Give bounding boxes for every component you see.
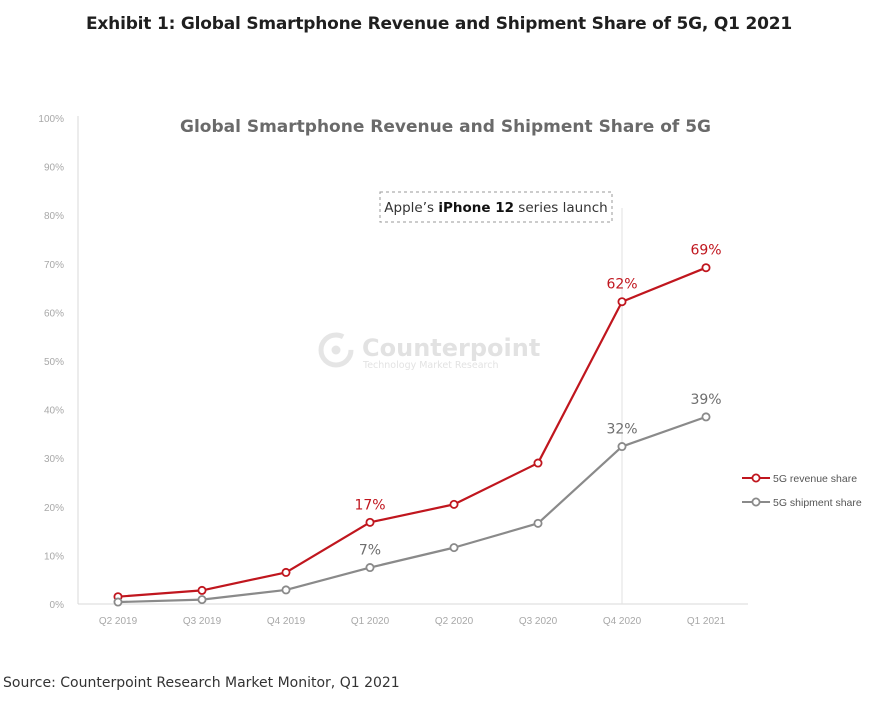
series-line-5g-revenue-share [117,266,707,598]
y-tick-label: 30% [44,454,64,465]
data-point-5g-revenue-share [701,263,711,273]
y-tick-label: 90% [44,163,64,174]
legend-marker-5g-shipment-share [751,497,761,507]
data-label-5g-revenue-share: 69% [690,243,721,259]
data-label-5g-shipment-share: 7% [359,543,381,559]
data-point-5g-revenue-share [533,458,543,468]
watermark: Counterpoint Technology Market Research [318,332,540,371]
legend: 5G revenue share 5G shipment share [742,473,862,509]
data-point-5g-shipment-share [365,563,375,573]
watermark-name: Counterpoint [362,334,540,362]
exhibit-title: Exhibit 1: Global Smartphone Revenue and… [86,14,792,34]
data-point-5g-shipment-share [197,595,207,605]
x-tick-label: Q1 2020 [351,616,390,627]
legend-marker-5g-revenue-share [751,473,761,483]
y-tick-label: 70% [44,260,64,271]
y-tick-label: 80% [44,211,64,222]
data-point-5g-shipment-share [449,543,459,553]
data-point-5g-revenue-share [197,585,207,595]
data-label-5g-revenue-share: 62% [606,277,637,293]
legend-label-5g-revenue-share: 5G revenue share [773,473,857,485]
x-tick-label: Q2 2020 [435,616,474,627]
y-tick-label: 50% [44,357,64,368]
series-line-5g-shipment-share [117,415,707,604]
x-tick-label: Q4 2020 [603,616,642,627]
source-note: Source: Counterpoint Research Market Mon… [3,675,400,691]
x-tick-label: Q3 2019 [183,616,222,627]
data-point-5g-shipment-share [701,412,711,422]
x-tick-labels: Q2 2019 Q3 2019 Q4 2019 Q1 2020 Q2 2020 Q3 20… [99,616,726,627]
y-tick-label: 20% [44,503,64,514]
data-point-5g-shipment-share [113,597,123,607]
annotation-bold: iPhone 12 [438,200,514,216]
x-tick-label: Q4 2019 [267,616,306,627]
data-point-5g-shipment-share [533,518,543,528]
annotation-prefix: Apple’s [384,200,438,216]
y-tick-label: 0% [50,600,65,611]
y-tick-label: 40% [44,406,64,417]
annotation-text: Apple’s iPhone 12 series launch [384,200,607,216]
data-label-5g-shipment-share: 39% [690,392,721,408]
y-tick-label: 10% [44,551,64,562]
x-tick-label: Q1 2021 [687,616,726,627]
x-tick-label: Q3 2020 [519,616,558,627]
watermark-tagline: Technology Market Research [362,360,499,371]
y-tick-labels: 0% 10% 20% 30% 40% 50% 60% 70% 80% 90% 100% [38,114,64,611]
series-layer: 17% 62% 69% 7% 32% 39% [113,243,722,607]
chart-title: Global Smartphone Revenue and Shipment S… [180,117,711,137]
data-label-5g-revenue-share: 17% [354,497,385,513]
data-point-5g-shipment-share [281,585,291,595]
legend-label-5g-shipment-share: 5G shipment share [773,497,862,509]
y-tick-label: 100% [38,114,64,125]
data-point-5g-revenue-share [617,297,627,307]
y-tick-label: 60% [44,308,64,319]
data-point-5g-shipment-share [617,442,627,452]
annotation-box [379,191,613,223]
x-tick-label: Q2 2019 [99,616,138,627]
annotation-suffix: series launch [514,200,608,216]
counterpoint-logo-icon [318,332,354,368]
data-point-5g-revenue-share [281,567,291,577]
data-point-5g-revenue-share [365,517,375,527]
data-point-5g-revenue-share [449,499,459,509]
data-label-5g-shipment-share: 32% [606,422,637,438]
counterpoint-logo-dot [331,345,341,355]
